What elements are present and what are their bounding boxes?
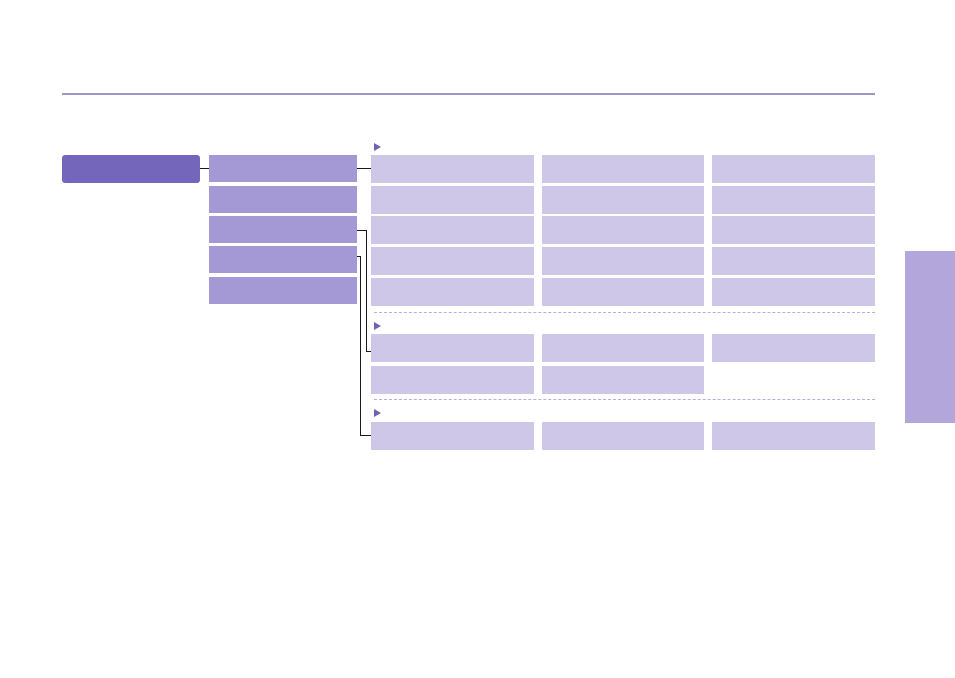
group-2-cell	[542, 334, 704, 362]
connector-level2-1-to-group-1	[357, 168, 371, 169]
group-divider	[374, 312, 875, 313]
arrow-right-icon	[374, 143, 381, 151]
group-3-cell	[371, 422, 534, 450]
group-1-cell	[371, 155, 534, 183]
side-tab	[905, 251, 955, 423]
group-1-cell	[542, 247, 704, 275]
level2-node-4	[209, 246, 357, 273]
group-3-cell	[542, 422, 704, 450]
group-2-cell	[371, 334, 534, 362]
arrow-right-icon	[374, 409, 381, 417]
group-1-cell	[371, 186, 534, 214]
root-node	[62, 155, 200, 183]
group-1-cell	[712, 155, 875, 183]
connector-level2-3-vertical	[366, 230, 367, 352]
group-1-cell	[371, 247, 534, 275]
group-divider	[374, 399, 875, 400]
group-1-cell	[371, 278, 534, 306]
connector-level2-3-stub	[357, 230, 367, 231]
level2-node-3	[209, 216, 357, 243]
group-1-cell	[542, 278, 704, 306]
group-1-cell	[542, 216, 704, 244]
group-3-cell	[712, 422, 875, 450]
level2-node-1	[209, 155, 357, 182]
group-1-cell	[712, 186, 875, 214]
connector-level2-4-to-group-3	[360, 435, 371, 436]
connector-root-to-level2	[200, 168, 209, 169]
group-1-cell	[712, 247, 875, 275]
arrow-right-icon	[374, 322, 381, 330]
group-2-cell	[371, 366, 534, 394]
group-1-cell	[712, 216, 875, 244]
connector-level2-3-to-group-2	[366, 351, 371, 352]
group-1-cell	[371, 216, 534, 244]
level2-node-2	[209, 186, 357, 213]
group-2-cell	[542, 366, 704, 394]
connector-level2-4-vertical	[360, 256, 361, 436]
group-1-cell	[712, 278, 875, 306]
header-rule	[62, 93, 875, 95]
group-2-cell	[712, 334, 875, 362]
group-1-cell	[542, 186, 704, 214]
group-1-cell	[542, 155, 704, 183]
connector-level2-4-stub	[357, 256, 361, 257]
level2-node-5	[209, 277, 357, 304]
